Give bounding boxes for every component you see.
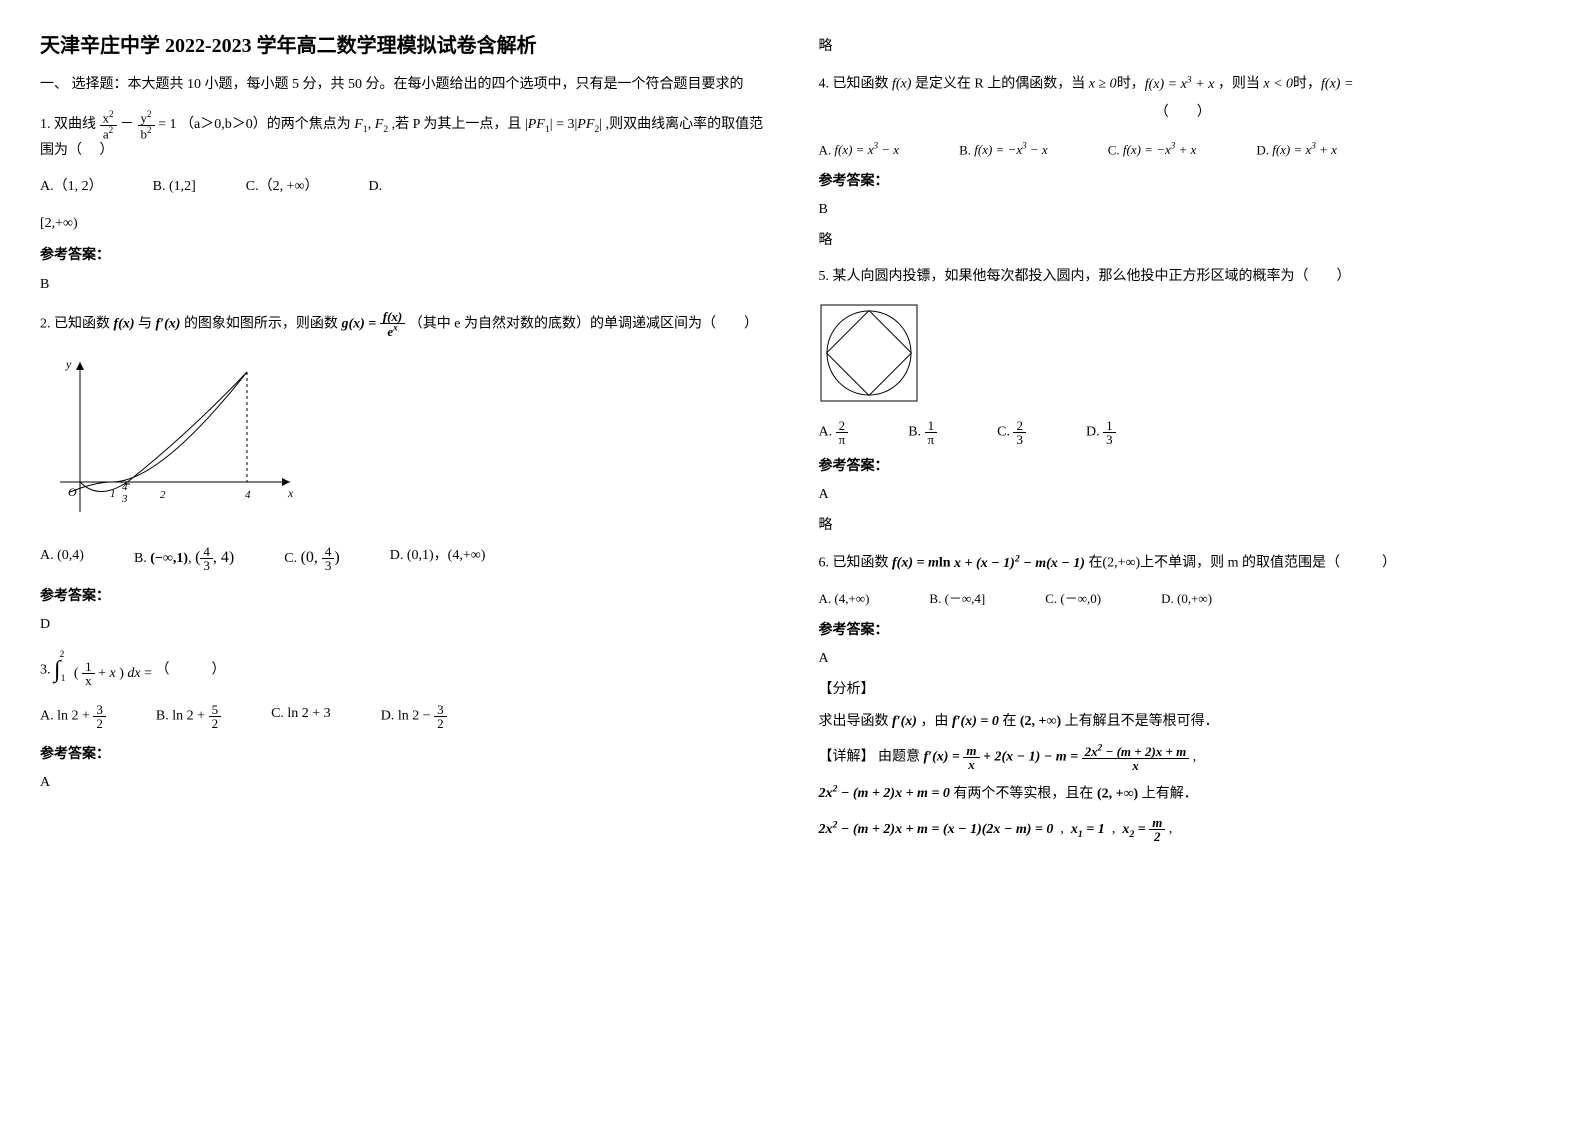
q3-choice-a: A. ln 2 + 32 [40, 703, 106, 730]
q1-choice-b: B. (1,2] [153, 176, 196, 198]
question-6: 6. 已知函数 f(x) = mln x + (x − 1)2 − m(x − … [819, 551, 1548, 575]
q1-choice-d: D. [369, 176, 383, 198]
q6-answer: A [819, 648, 1548, 670]
q1-stem-post: ,若 P 为其上一点，且 [392, 117, 522, 132]
q6-line3: 2x2 − (m + 2)x + m = 0 有两个不等实根，且在 (2, +∞… [819, 782, 1548, 806]
q2-mid2: 的图象如图所示，则函数 [184, 316, 338, 331]
q2-pre: 2. 已知函数 [40, 316, 110, 331]
q2-choice-d: D. (0,1)，(4,+∞) [390, 545, 486, 572]
q5-choice-b: B. 1π [908, 419, 937, 446]
q2-choice-c: C. (0, 43) [284, 545, 340, 572]
q3-choice-b: B. ln 2 + 52 [156, 703, 221, 730]
svg-text:2: 2 [160, 489, 166, 501]
q1-ref-label: 参考答案： [40, 245, 769, 267]
q4-choice-d: D. f(x) = x3 + x [1256, 139, 1337, 161]
q4-choice-b: B. f(x) = −x3 − x [959, 139, 1048, 161]
q4-pre: 4. 已知函数 [819, 77, 889, 92]
q6-analysis-label: 【分析】 [819, 679, 1548, 701]
q4-choices: A. f(x) = x3 − x B. f(x) = −x3 − x C. f(… [819, 139, 1548, 161]
q5-figure [819, 303, 1548, 411]
q4-lue: 略 [819, 230, 1548, 252]
q3-choices: A. ln 2 + 32 B. ln 2 + 52 C. ln 2 + 3 D.… [40, 703, 769, 730]
q2-ref-label: 参考答案： [40, 586, 769, 608]
q2-choices: A. (0,4) B. (−∞,1), (43, 4) C. (0, 43) D… [40, 545, 769, 572]
q4-ref-label: 参考答案： [819, 171, 1548, 193]
q3-choice-c: C. ln 2 + 3 [271, 703, 331, 730]
q6-choice-d: D. (0,+∞) [1161, 589, 1212, 610]
svg-text:O: O [68, 485, 77, 499]
question-4: 4. 已知函数 f(x) 是定义在 R 上的偶函数，当 x ≥ 0时，f(x) … [819, 72, 1548, 124]
q1-hyperbola: x2a2 [100, 110, 117, 140]
q1-choice-d-val: [2,+∞) [40, 213, 769, 235]
question-2: 2. 已知函数 f(x) 与 f′(x) 的图象如图所示，则函数 g(x) = … [40, 310, 769, 338]
q2-choice-b: B. (−∞,1), (43, 4) [134, 545, 234, 572]
q3-ref-label: 参考答案： [40, 744, 769, 766]
q6-choice-a: A. (4,+∞) [819, 589, 870, 610]
q6-line2: 【详解】 由题意 f′(x) = mx + 2(x − 1) − m = 2x2… [819, 743, 1548, 771]
q3-answer: A [40, 772, 769, 794]
svg-text:y: y [65, 357, 72, 371]
q5-lue: 略 [819, 515, 1548, 537]
q6-line4: 2x2 − (m + 2)x + m = (x − 1)(2x − m) = 0… [819, 816, 1548, 843]
q5-ref-label: 参考答案： [819, 456, 1548, 478]
q6-line1: 求出导函数 f′(x) ，由 f′(x) = 0 在 (2, +∞) 上有解且不… [819, 711, 1548, 733]
q1-answer: B [40, 274, 769, 296]
q2-mid3: （其中 e 为自然对数的底数）的单调递减区间为（ ） [409, 316, 758, 331]
svg-text:43: 43 [121, 481, 128, 505]
q3-lue: 略 [819, 36, 1548, 58]
q6-choice-c: C. (－∞,0) [1045, 589, 1101, 610]
page-title: 天津辛庄中学 2022-2023 学年高二数学理模拟试卷含解析 [40, 30, 769, 62]
q2-choice-a: A. (0,4) [40, 545, 84, 572]
question-3: 3. ∫12 ( 1x + x ) dx = （ ） [40, 651, 769, 689]
q3-pre: 3. [40, 662, 51, 677]
q6-post: 在(2,+∞)上不单调，则 m 的取值范围是（ ） [1088, 556, 1396, 571]
section-header: 一、 选择题：本大题共 10 小题，每小题 5 分，共 50 分。在每小题给出的… [40, 74, 769, 96]
q1-choice-a: A.（1, 2） [40, 176, 103, 198]
q6-ref-label: 参考答案： [819, 620, 1548, 642]
q6-choice-b: B. (－∞,4] [929, 589, 985, 610]
q4-choice-a: A. f(x) = x3 − x [819, 139, 900, 161]
svg-text:x: x [287, 486, 294, 500]
q3-post: （ ） [155, 662, 225, 677]
q1-stem-mid: （a＞0,b＞0）的两个焦点为 [180, 117, 351, 132]
q2-answer: D [40, 614, 769, 636]
q1-choice-c: C.（2, +∞） [246, 176, 319, 198]
q4-answer: B [819, 199, 1548, 221]
question-1: 1. 双曲线 x2a2 － y2b2 = 1 （a＞0,b＞0）的两个焦点为 F… [40, 110, 769, 162]
q5-choice-a: A. 2π [819, 419, 849, 446]
q4-end: （ ） [1155, 105, 1211, 120]
q2-mid: 与 [138, 316, 152, 331]
question-5: 5. 某人向圆内投镖，如果他每次都投入圆内，那么他投中正方形区域的概率为（ ） [819, 266, 1548, 288]
q5-choice-c: C. 23 [997, 419, 1026, 446]
q3-choice-d: D. ln 2 − 32 [381, 703, 447, 730]
q1-choices: A.（1, 2） B. (1,2] C.（2, +∞） D. [40, 176, 769, 198]
q5-choices: A. 2π B. 1π C. 23 D. 13 [819, 419, 1548, 446]
q6-pre: 6. 已知函数 [819, 556, 889, 571]
q5-answer: A [819, 484, 1548, 506]
q1-hyperbola2: y2b2 [138, 110, 155, 140]
q4-choice-c: C. f(x) = −x3 + x [1108, 139, 1197, 161]
q6-choices: A. (4,+∞) B. (－∞,4] C. (－∞,0) D. (0,+∞) [819, 589, 1548, 610]
q4-mid: 是定义在 R 上的偶函数，当 [915, 77, 1085, 92]
svg-text:4: 4 [245, 489, 251, 501]
q5-choice-d: D. 13 [1086, 419, 1116, 446]
q4-mid2: ，则当 [1218, 77, 1260, 92]
q1-stem-pre: 1. 双曲线 [40, 117, 100, 132]
q2-graph: x y O 1 43 2 4 [40, 352, 769, 530]
